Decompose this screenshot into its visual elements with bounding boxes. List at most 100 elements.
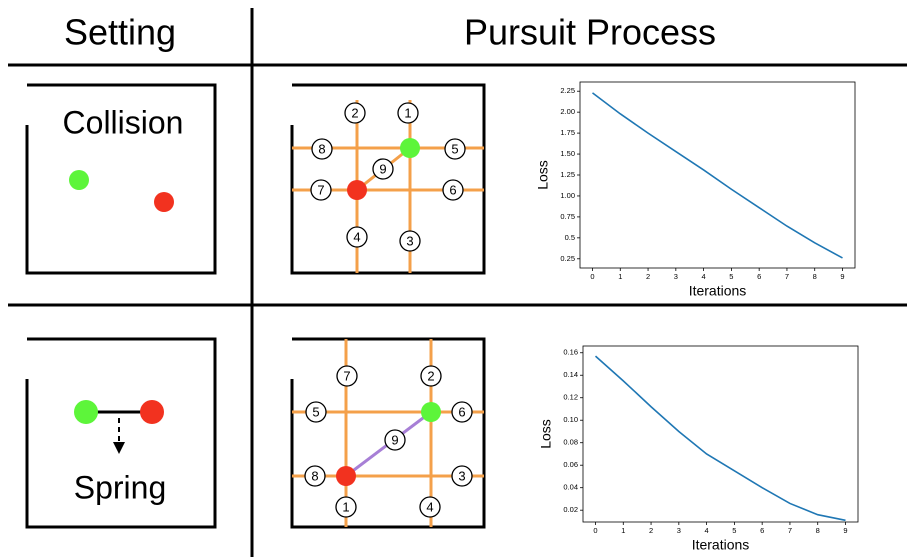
node-label: 6	[458, 404, 465, 419]
x-axis-label: Iterations	[689, 283, 747, 299]
node-label: 1	[404, 105, 411, 120]
node-label: 9	[379, 161, 386, 176]
y-tick-label: 2.25	[560, 86, 575, 95]
header-setting: Setting	[64, 12, 176, 53]
node-circle	[304, 465, 326, 487]
y-axis-label: Loss	[538, 419, 554, 449]
green-ball	[421, 402, 441, 422]
y-tick-label: 1.25	[560, 170, 575, 179]
x-tick-label: 6	[760, 526, 764, 535]
node-label: 5	[451, 141, 458, 156]
node-circle	[399, 230, 421, 252]
node-label: 3	[458, 468, 465, 483]
node-circle	[372, 158, 394, 180]
y-tick-label: 0.02	[563, 505, 578, 514]
x-tick-label: 6	[757, 272, 761, 281]
node-circle	[305, 401, 327, 423]
y-tick-label: 1.00	[560, 191, 575, 200]
x-tick-label: 0	[590, 272, 594, 281]
header-process: Pursuit Process	[464, 12, 716, 53]
y-tick-label: 2.00	[560, 107, 575, 116]
y-axis-label: Loss	[535, 160, 551, 190]
node-label: 9	[391, 432, 398, 447]
node-circle	[397, 102, 419, 124]
node-circle	[311, 138, 333, 160]
node-group: 7 2 5 6 9 8 3 1 4	[304, 365, 473, 518]
node-label: 8	[318, 141, 325, 156]
node-circle	[346, 226, 368, 248]
setting-box	[25, 337, 217, 529]
node-label: 1	[342, 499, 349, 514]
node-circle	[310, 179, 332, 201]
x-tick-label: 8	[816, 526, 820, 535]
node-label: 6	[449, 182, 456, 197]
y-tick-label: 1.75	[560, 128, 575, 137]
x-tick-label: 2	[646, 272, 650, 281]
arrow-head	[113, 442, 125, 454]
node-circle	[336, 365, 358, 387]
green-ball	[74, 400, 98, 424]
node-group: 2 1 8 5 9 7 6 4 3	[310, 102, 466, 252]
node-label: 3	[406, 233, 413, 248]
x-tick-label: 9	[843, 526, 847, 535]
x-tick-label: 4	[705, 526, 709, 535]
setting-label: Spring	[74, 469, 167, 505]
green-ball	[400, 138, 420, 158]
loss-line	[592, 92, 843, 259]
y-tick-label: 0.04	[563, 483, 578, 492]
x-tick-label: 2	[649, 526, 653, 535]
x-tick-label: 9	[840, 272, 844, 281]
plot-frame	[579, 81, 856, 269]
y-tick-label: 0.06	[563, 460, 578, 469]
x-tick-label: 1	[618, 272, 622, 281]
node-circle	[384, 429, 406, 451]
node-label: 7	[343, 368, 350, 383]
node-label: 8	[311, 468, 318, 483]
setting-label: Collision	[63, 104, 184, 140]
red-ball	[140, 400, 164, 424]
node-circle	[444, 138, 466, 160]
x-tick-label: 7	[788, 526, 792, 535]
x-tick-label: 3	[674, 272, 678, 281]
red-ball	[154, 192, 174, 212]
x-tick-label: 8	[813, 272, 817, 281]
y-tick-label: 0.10	[563, 415, 578, 424]
red-ball	[347, 180, 367, 200]
pursuit-box	[290, 337, 486, 529]
x-tick-label: 5	[729, 272, 733, 281]
x-tick-label: 3	[677, 526, 681, 535]
y-tick-label: 1.50	[560, 149, 575, 158]
node-circle	[451, 401, 473, 423]
node-label: 5	[312, 404, 319, 419]
y-tick-label: 0.16	[563, 348, 578, 357]
plot-frame	[582, 345, 859, 523]
node-circle	[344, 102, 366, 124]
y-tick-label: 0.08	[563, 438, 578, 447]
y-tick-label: 0.25	[560, 254, 575, 263]
node-circle	[451, 465, 473, 487]
node-circle	[420, 365, 442, 387]
node-label: 2	[427, 368, 434, 383]
y-tick-label: 0.5	[565, 233, 575, 242]
x-tick-label: 4	[702, 272, 706, 281]
green-ball	[69, 170, 89, 190]
y-tick-label: 0.14	[563, 370, 578, 379]
x-tick-label: 1	[621, 526, 625, 535]
y-tick-label: 0.75	[560, 212, 575, 221]
node-label: 4	[426, 499, 433, 514]
pursuit-box	[290, 83, 486, 275]
x-tick-label: 7	[785, 272, 789, 281]
setting-box	[25, 83, 217, 275]
node-label: 4	[353, 229, 360, 244]
node-circle	[419, 496, 441, 518]
x-tick-label: 0	[593, 526, 597, 535]
y-tick-label: 0.12	[563, 393, 578, 402]
loss-line	[594, 355, 846, 522]
node-circle	[335, 496, 357, 518]
node-circle	[442, 179, 464, 201]
red-ball	[336, 466, 356, 486]
x-axis-label: Iterations	[692, 537, 750, 553]
node-label: 2	[351, 105, 358, 120]
